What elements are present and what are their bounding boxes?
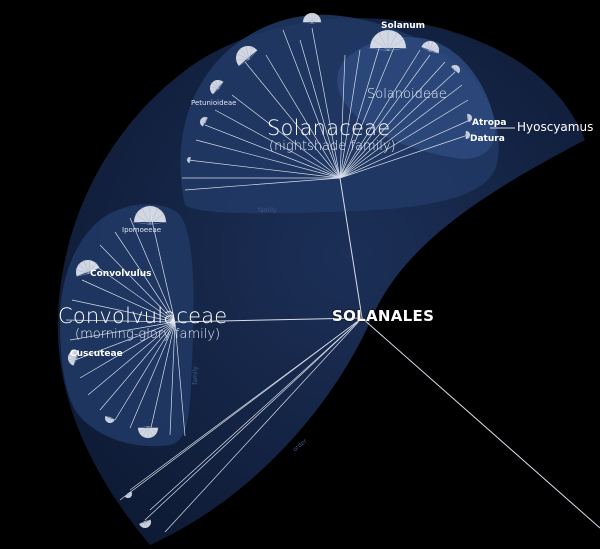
callout-hyoscyamus: Hyoscyamus	[517, 120, 594, 134]
edge-solanaceae-22	[339, 119, 471, 179]
edge-root-lineage-1	[144, 317, 363, 521]
edge-solanaceae-11	[184, 177, 341, 191]
edge-solanaceae-2	[282, 29, 341, 179]
rank-label-family-2: family	[191, 366, 199, 385]
edge-solanaceae-17	[339, 54, 431, 179]
edge-solanaceae-15	[339, 44, 396, 179]
edge-convolvulaceae-14	[129, 321, 176, 429]
leaf-cluster-cuscuteae	[67, 349, 80, 366]
edge-convolvulaceae-9	[74, 321, 176, 361]
genus-name-solanum: Solanum	[381, 21, 426, 31]
rank-label-family: family	[258, 207, 277, 214]
edge-root-outgroup	[361, 317, 600, 529]
edge-convolvulaceae-16	[169, 321, 176, 436]
edge-convolvulaceae-15	[149, 321, 176, 433]
leaf-cluster-petunia-2	[209, 79, 224, 95]
edge-solanaceae-9	[187, 159, 341, 179]
edge-solanaceae-16	[339, 49, 421, 179]
edge-convolvulaceae-4	[89, 261, 176, 323]
tree-nodes	[67, 12, 473, 529]
edge-convolvulaceae-6	[71, 299, 176, 323]
edge-solanaceae-19	[339, 71, 456, 179]
genus-name-convolvulus: Convolvulus	[90, 269, 152, 279]
family-name-convolvulaceae: Convolvulaceae	[58, 304, 228, 328]
order-name-solanales: SOLANALES	[332, 307, 435, 325]
edge-solanaceae-12	[339, 54, 346, 179]
leaf-cluster-lower-2	[124, 491, 133, 499]
leaf-cluster-atropa	[467, 113, 473, 123]
tribe-name-petunioideae: Petunioideae	[191, 99, 237, 107]
edge-convolvulaceae-0	[149, 211, 176, 323]
edge-convolvulaceae-10	[79, 321, 176, 379]
edge-solanaceae-5	[231, 94, 341, 179]
edge-solanaceae-20	[339, 84, 463, 179]
edge-solanaceae-13	[339, 49, 361, 179]
edge-convolvulaceae-17	[174, 321, 186, 437]
tribe-name-ipomoeeae: Ipomoeeae	[122, 226, 162, 234]
edge-solanaceae-1	[299, 39, 341, 179]
family-common-solanaceae: (nightshade family)	[269, 139, 396, 154]
edge-solanaceae-0	[311, 27, 341, 179]
leaf-cluster-ipomoeeae	[133, 205, 167, 225]
edge-solanaceae-7	[204, 124, 341, 179]
edge-convolvulaceae-5	[81, 279, 176, 323]
leaf-cluster-solanoideae-2	[450, 64, 461, 74]
edge-convolvulaceae-12	[99, 321, 176, 411]
edge-solanaceae-14	[339, 44, 381, 179]
edge-root-lineage-4	[149, 317, 363, 511]
leaf-cluster-petunia-1	[235, 45, 258, 67]
genus-name-cuscuteae: Cuscuteae	[70, 349, 123, 359]
edge-solanaceae-21	[339, 99, 469, 179]
leaf-cluster-solanum	[369, 29, 407, 51]
edge-root-convolvulaceae	[174, 317, 363, 323]
edge-root-lineage-3	[129, 317, 363, 491]
edge-solanaceae-18	[339, 61, 446, 179]
edge-solanaceae-8	[195, 139, 341, 179]
leaf-cluster-datura	[465, 130, 471, 140]
leaf-cluster-solanoideae-1	[421, 40, 440, 54]
leaf-cluster-con-bottom	[137, 426, 159, 439]
edge-solanaceae-4	[244, 61, 341, 179]
leaf-cluster-convolvulus	[75, 259, 100, 277]
leaf-cluster-top	[302, 12, 322, 24]
edge-convolvulaceae-7	[65, 319, 176, 323]
genus-name-datura: Datura	[470, 134, 505, 144]
leaf-cluster-con-bottom-2	[104, 416, 116, 424]
family-common-convolvulaceae: (morning-glory family)	[75, 327, 221, 342]
family-name-solanaceae: Solanaceae	[267, 116, 391, 140]
edge-solanaceae-3	[265, 54, 341, 179]
tree-edges	[65, 27, 600, 533]
edge-convolvulaceae-8	[69, 321, 176, 341]
edge-solanaceae-23	[339, 134, 469, 179]
edge-root-solanaceae	[339, 177, 363, 319]
leaf-cluster-sol-low	[186, 156, 191, 164]
edge-convolvulaceae-13	[114, 321, 176, 421]
leaf-cluster-lower-1	[138, 519, 152, 529]
leaf-cluster-petunia-3	[199, 116, 208, 127]
genus-name-atropa: Atropa	[472, 118, 507, 128]
edge-convolvulaceae-11	[87, 321, 176, 396]
edge-solanaceae-6	[214, 109, 341, 179]
subfamily-name-solanoideae: Solanoideae	[367, 87, 447, 102]
edge-convolvulaceae-2	[114, 231, 176, 323]
edge-convolvulaceae-1	[129, 217, 176, 323]
edge-convolvulaceae-3	[99, 244, 176, 323]
edge-root-lineage-2	[164, 317, 363, 533]
